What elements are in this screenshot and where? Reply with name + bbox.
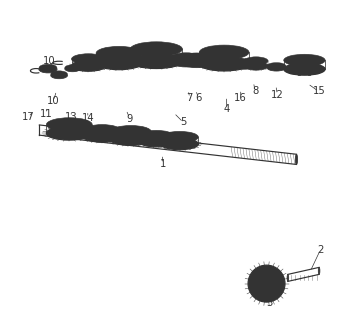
Ellipse shape	[65, 65, 80, 70]
Ellipse shape	[110, 133, 151, 145]
Circle shape	[316, 64, 320, 68]
Ellipse shape	[171, 57, 201, 67]
Ellipse shape	[292, 66, 317, 73]
Ellipse shape	[244, 57, 268, 65]
Text: 5: 5	[180, 117, 187, 127]
Ellipse shape	[130, 42, 182, 56]
Ellipse shape	[234, 63, 252, 69]
Ellipse shape	[95, 135, 109, 139]
Ellipse shape	[295, 154, 298, 164]
Ellipse shape	[84, 124, 120, 135]
Ellipse shape	[251, 64, 261, 68]
Circle shape	[289, 70, 293, 74]
Ellipse shape	[84, 131, 120, 142]
Ellipse shape	[171, 53, 201, 63]
Ellipse shape	[292, 62, 317, 70]
Ellipse shape	[213, 60, 235, 67]
Circle shape	[265, 282, 268, 285]
Ellipse shape	[297, 67, 313, 71]
Text: 14: 14	[81, 113, 94, 123]
Ellipse shape	[248, 265, 285, 302]
Text: 13: 13	[65, 112, 78, 122]
Text: 10: 10	[47, 96, 60, 106]
Ellipse shape	[39, 64, 57, 71]
Ellipse shape	[176, 59, 195, 65]
Ellipse shape	[141, 54, 171, 62]
Ellipse shape	[179, 56, 214, 68]
Ellipse shape	[141, 57, 172, 66]
Circle shape	[297, 72, 301, 76]
Ellipse shape	[46, 118, 92, 132]
Ellipse shape	[139, 137, 173, 147]
Text: 2: 2	[317, 245, 324, 255]
Ellipse shape	[272, 66, 281, 69]
Circle shape	[316, 70, 320, 74]
Ellipse shape	[199, 45, 249, 60]
Ellipse shape	[110, 125, 151, 138]
Ellipse shape	[287, 274, 289, 281]
Polygon shape	[288, 268, 319, 281]
Ellipse shape	[46, 126, 92, 140]
Ellipse shape	[261, 278, 273, 290]
Ellipse shape	[72, 54, 105, 64]
Ellipse shape	[124, 137, 138, 141]
Text: 8: 8	[252, 86, 258, 97]
Ellipse shape	[147, 59, 165, 64]
Ellipse shape	[267, 64, 286, 71]
Text: 11: 11	[40, 109, 53, 119]
Circle shape	[319, 67, 323, 71]
Circle shape	[289, 64, 293, 68]
Text: 6: 6	[195, 93, 202, 103]
Ellipse shape	[80, 63, 97, 69]
Ellipse shape	[130, 54, 182, 68]
Ellipse shape	[55, 74, 63, 77]
Ellipse shape	[239, 64, 248, 68]
Circle shape	[286, 67, 290, 71]
Text: 1: 1	[159, 159, 166, 169]
Ellipse shape	[51, 71, 67, 77]
Ellipse shape	[186, 58, 207, 65]
Text: 3: 3	[266, 298, 273, 308]
Ellipse shape	[234, 59, 252, 65]
Ellipse shape	[65, 66, 80, 72]
Polygon shape	[39, 125, 297, 164]
Ellipse shape	[150, 140, 163, 144]
Ellipse shape	[284, 63, 325, 75]
Text: 9: 9	[127, 114, 133, 124]
Ellipse shape	[139, 131, 173, 140]
Ellipse shape	[61, 131, 78, 136]
Ellipse shape	[199, 57, 249, 71]
Circle shape	[308, 63, 312, 67]
Ellipse shape	[44, 68, 52, 71]
Ellipse shape	[96, 56, 142, 70]
Ellipse shape	[107, 59, 131, 67]
Text: 12: 12	[271, 90, 284, 100]
Circle shape	[297, 63, 301, 67]
Text: 10: 10	[42, 56, 55, 66]
Ellipse shape	[292, 66, 317, 73]
Ellipse shape	[161, 139, 198, 150]
Text: 15: 15	[313, 86, 325, 97]
Ellipse shape	[39, 66, 57, 73]
Ellipse shape	[96, 46, 142, 60]
Ellipse shape	[173, 142, 186, 146]
Ellipse shape	[161, 132, 198, 143]
Circle shape	[308, 72, 312, 76]
Ellipse shape	[318, 268, 320, 274]
Ellipse shape	[244, 62, 268, 70]
Text: 16: 16	[234, 93, 247, 103]
Ellipse shape	[141, 57, 171, 66]
Ellipse shape	[69, 68, 76, 70]
Text: 4: 4	[223, 104, 229, 114]
Text: 7: 7	[187, 93, 193, 103]
Ellipse shape	[179, 53, 214, 64]
Ellipse shape	[72, 61, 105, 71]
Ellipse shape	[51, 72, 67, 79]
Ellipse shape	[267, 63, 286, 69]
Text: 17: 17	[22, 112, 35, 122]
Ellipse shape	[284, 54, 325, 66]
